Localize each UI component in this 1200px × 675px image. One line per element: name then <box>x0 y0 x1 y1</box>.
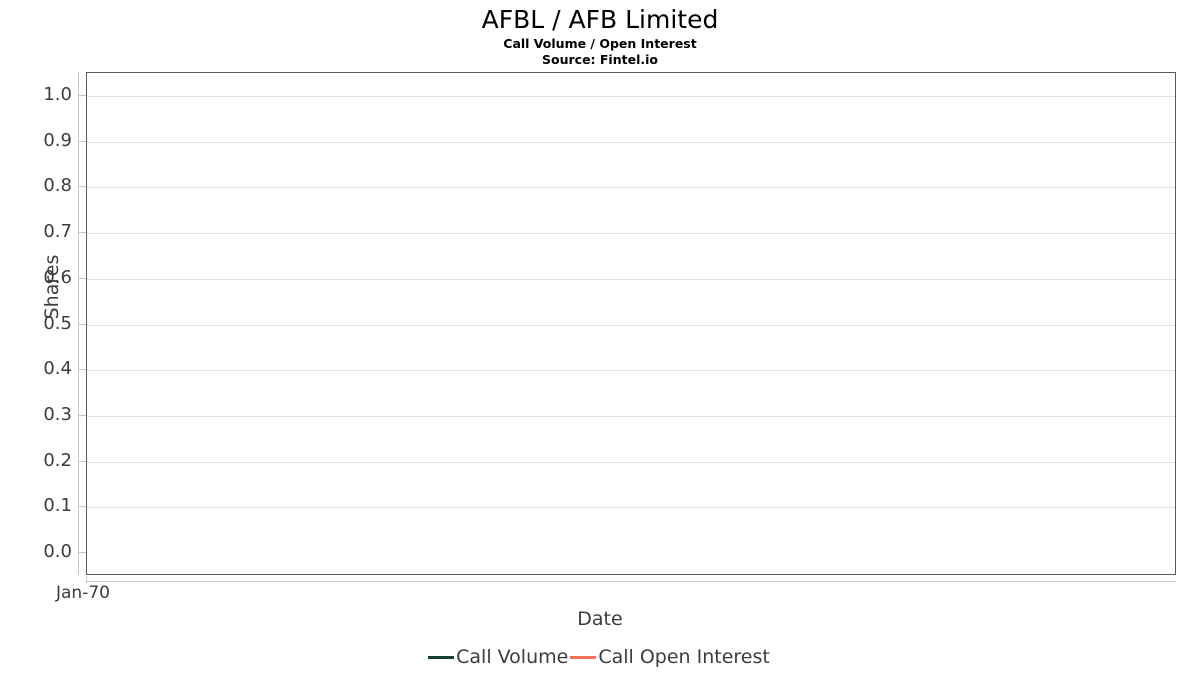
legend-label: Call Volume <box>456 646 569 668</box>
gridline <box>87 278 1175 280</box>
y-tick-mark <box>78 186 86 188</box>
gridline <box>87 187 1175 189</box>
y-tick-mark <box>78 95 86 96</box>
legend-item[interactable]: Call Open Interest <box>570 646 772 668</box>
chart-source-label: Source: Fintel.io <box>542 52 658 67</box>
chart-title: AFBL / AFB Limited <box>481 5 719 34</box>
y-tick-mark <box>78 506 86 508</box>
x-axis-title: Date <box>577 608 623 630</box>
y-tick-label: 0.8 <box>43 175 72 197</box>
x-tick-label: Jan-70 <box>56 583 110 603</box>
y-tick-label: 0.3 <box>43 403 72 425</box>
data-series-layer <box>87 73 1176 575</box>
legend-label: Call Open Interest <box>598 646 770 668</box>
y-tick-label: 0.9 <box>43 129 72 151</box>
y-tick-mark <box>78 460 86 462</box>
y-tick-mark <box>78 369 86 371</box>
chart-header: AFBL / AFB Limited Call Volume / Open In… <box>0 0 1200 68</box>
chart-legend: Call Volume Call Open Interest <box>0 646 1200 668</box>
y-tick-mark <box>78 140 86 142</box>
gridline <box>87 370 1175 372</box>
gridline <box>87 96 1175 97</box>
y-tick-label: 0.5 <box>43 312 72 334</box>
x-axis-spine <box>86 581 1176 582</box>
y-tick-label: 0.2 <box>43 449 72 471</box>
y-tick-label: 0.1 <box>43 495 72 517</box>
chart-subtitle: Call Volume / Open Interest <box>503 36 697 51</box>
y-tick-label: 0.6 <box>43 266 72 288</box>
x-tick-mark <box>86 576 87 583</box>
y-tick-label: 0.0 <box>43 541 72 562</box>
y-tick-mark <box>78 323 86 325</box>
legend-line-icon <box>570 655 597 659</box>
gridline <box>87 461 1175 463</box>
gridline <box>87 141 1175 143</box>
legend-line-icon <box>428 655 455 659</box>
y-tick-mark <box>78 277 86 279</box>
gridline <box>87 324 1175 326</box>
gridline <box>87 415 1175 417</box>
y-tick-label: 1.0 <box>43 84 72 105</box>
y-tick-label: 0.7 <box>43 221 72 243</box>
y-tick-label: 0.4 <box>43 358 72 380</box>
y-tick-mark <box>78 552 86 553</box>
y-tick-mark <box>78 414 86 416</box>
legend-item[interactable]: Call Volume <box>428 646 570 668</box>
gridline <box>87 507 1175 509</box>
gridline <box>87 233 1175 235</box>
plot-area <box>86 72 1176 575</box>
y-tick-mark <box>78 232 86 234</box>
